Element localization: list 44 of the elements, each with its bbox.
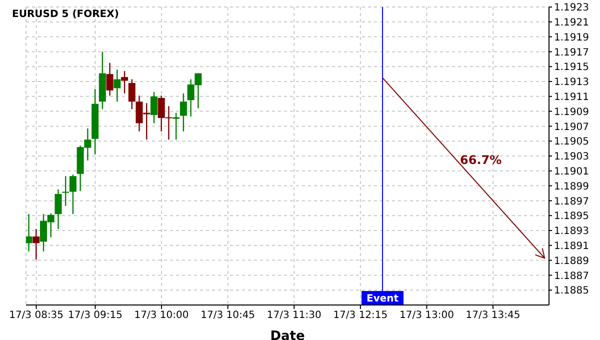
x-tick-label: 17/3 09:15: [68, 310, 122, 322]
x-tick-label: 17/3 12:15: [333, 310, 388, 322]
y-tick-label: 1.1919: [554, 32, 589, 44]
candlestick: [32, 228, 40, 260]
ref-line-label: Event: [366, 294, 399, 304]
x-tick-label: 17/3 08:35: [9, 310, 64, 322]
chart-title: EURUSD 5 (FOREX): [12, 9, 119, 20]
candlestick: [106, 62, 114, 96]
y-tick-label: 1.1885: [554, 286, 589, 297]
candlestick: [62, 176, 70, 207]
y-tick-label: 1.1913: [554, 77, 589, 88]
y-tick-label: 1.1887: [554, 270, 589, 282]
y-tick-label: 1.1923: [554, 2, 589, 14]
y-tick-label: 1.1895: [554, 211, 589, 222]
y-tick-label: 1.1901: [554, 166, 589, 178]
x-tick-label: 17/3 10:00: [134, 310, 189, 322]
y-tick-label: 1.1905: [554, 136, 589, 148]
candlestick: [121, 70, 128, 94]
candlestick: [26, 214, 32, 252]
x-tick-label: 17/3 13:00: [399, 310, 454, 322]
candlestick: [69, 174, 76, 215]
y-tick-label: 1.1897: [554, 196, 589, 208]
x-tick-label: 17/3 13:45: [466, 310, 520, 322]
annotation: 66.7%: [460, 153, 502, 167]
y-tick-label: 1.1903: [554, 152, 589, 163]
x-axis-title: Date: [270, 329, 305, 340]
y-tick-label: 1.1889: [554, 256, 589, 267]
candlestick: [150, 91, 158, 124]
y-tick-label: 1.1915: [554, 62, 589, 74]
y-tick-label: 1.1911: [554, 92, 589, 103]
y-tick-label: 1.1909: [554, 106, 589, 118]
x-tick-label: 17/3 11:30: [266, 310, 322, 322]
y-tick-label: 1.1921: [554, 17, 589, 28]
candlestick: [114, 68, 121, 102]
y-tick-label: 1.1907: [554, 122, 589, 133]
candlestick: [54, 188, 62, 230]
y-tick-label: 1.1893: [554, 226, 589, 238]
candlestick: [172, 112, 180, 140]
x-tick-label: 17/3 10:45: [200, 310, 256, 322]
y-tick-label: 1.1917: [554, 47, 589, 58]
candlestick: [180, 92, 187, 132]
y-tick-label: 1.1899: [554, 181, 589, 192]
y-tick-label: 1.1891: [554, 240, 589, 252]
candlestick: [128, 78, 136, 110]
